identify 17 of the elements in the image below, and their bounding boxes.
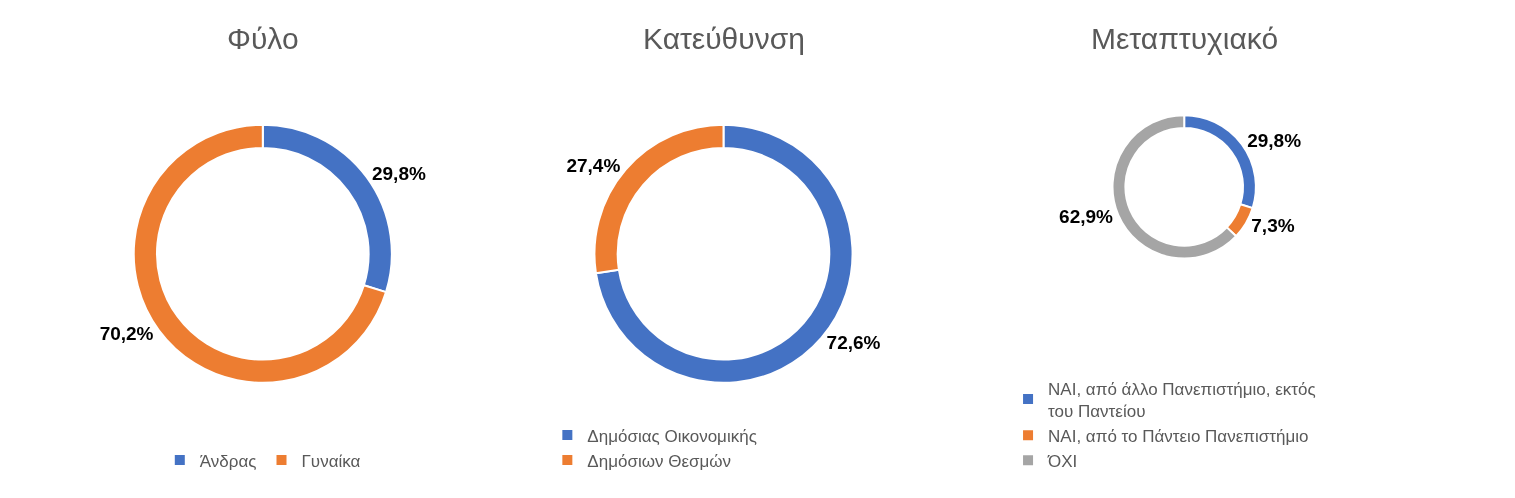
data-label: 72,6% <box>826 331 881 353</box>
legend-label: ΝΑΙ, από το Πάντειο Πανεπιστήμιο <box>1048 426 1309 446</box>
data-label: 70,2% <box>99 323 154 345</box>
legend-label: Άνδρας <box>199 451 257 471</box>
legend-label: Γυναίκα <box>301 451 361 471</box>
legend-label: ΌΧΙ <box>1047 451 1078 471</box>
legend-label: Δημόσιων Θεσμών <box>587 451 732 471</box>
legend-label: ΝΑΙ, από άλλο Πανεπιστήμιο, εκτός του Παντείου <box>1048 379 1316 421</box>
data-label: 27,4% <box>566 154 621 176</box>
data-label: 29,8% <box>1247 130 1302 152</box>
data-label: 7,3% <box>1251 215 1295 237</box>
legend-label: Δημόσιας Οικονομικής <box>587 426 757 446</box>
chart-title: Κατεύθυνση <box>643 22 805 55</box>
data-label: 62,9% <box>1059 206 1114 228</box>
chart-title: Μεταπτυχιακό <box>1091 22 1279 55</box>
data-label: 29,8% <box>371 163 426 185</box>
chart-title: Φύλο <box>227 22 299 55</box>
